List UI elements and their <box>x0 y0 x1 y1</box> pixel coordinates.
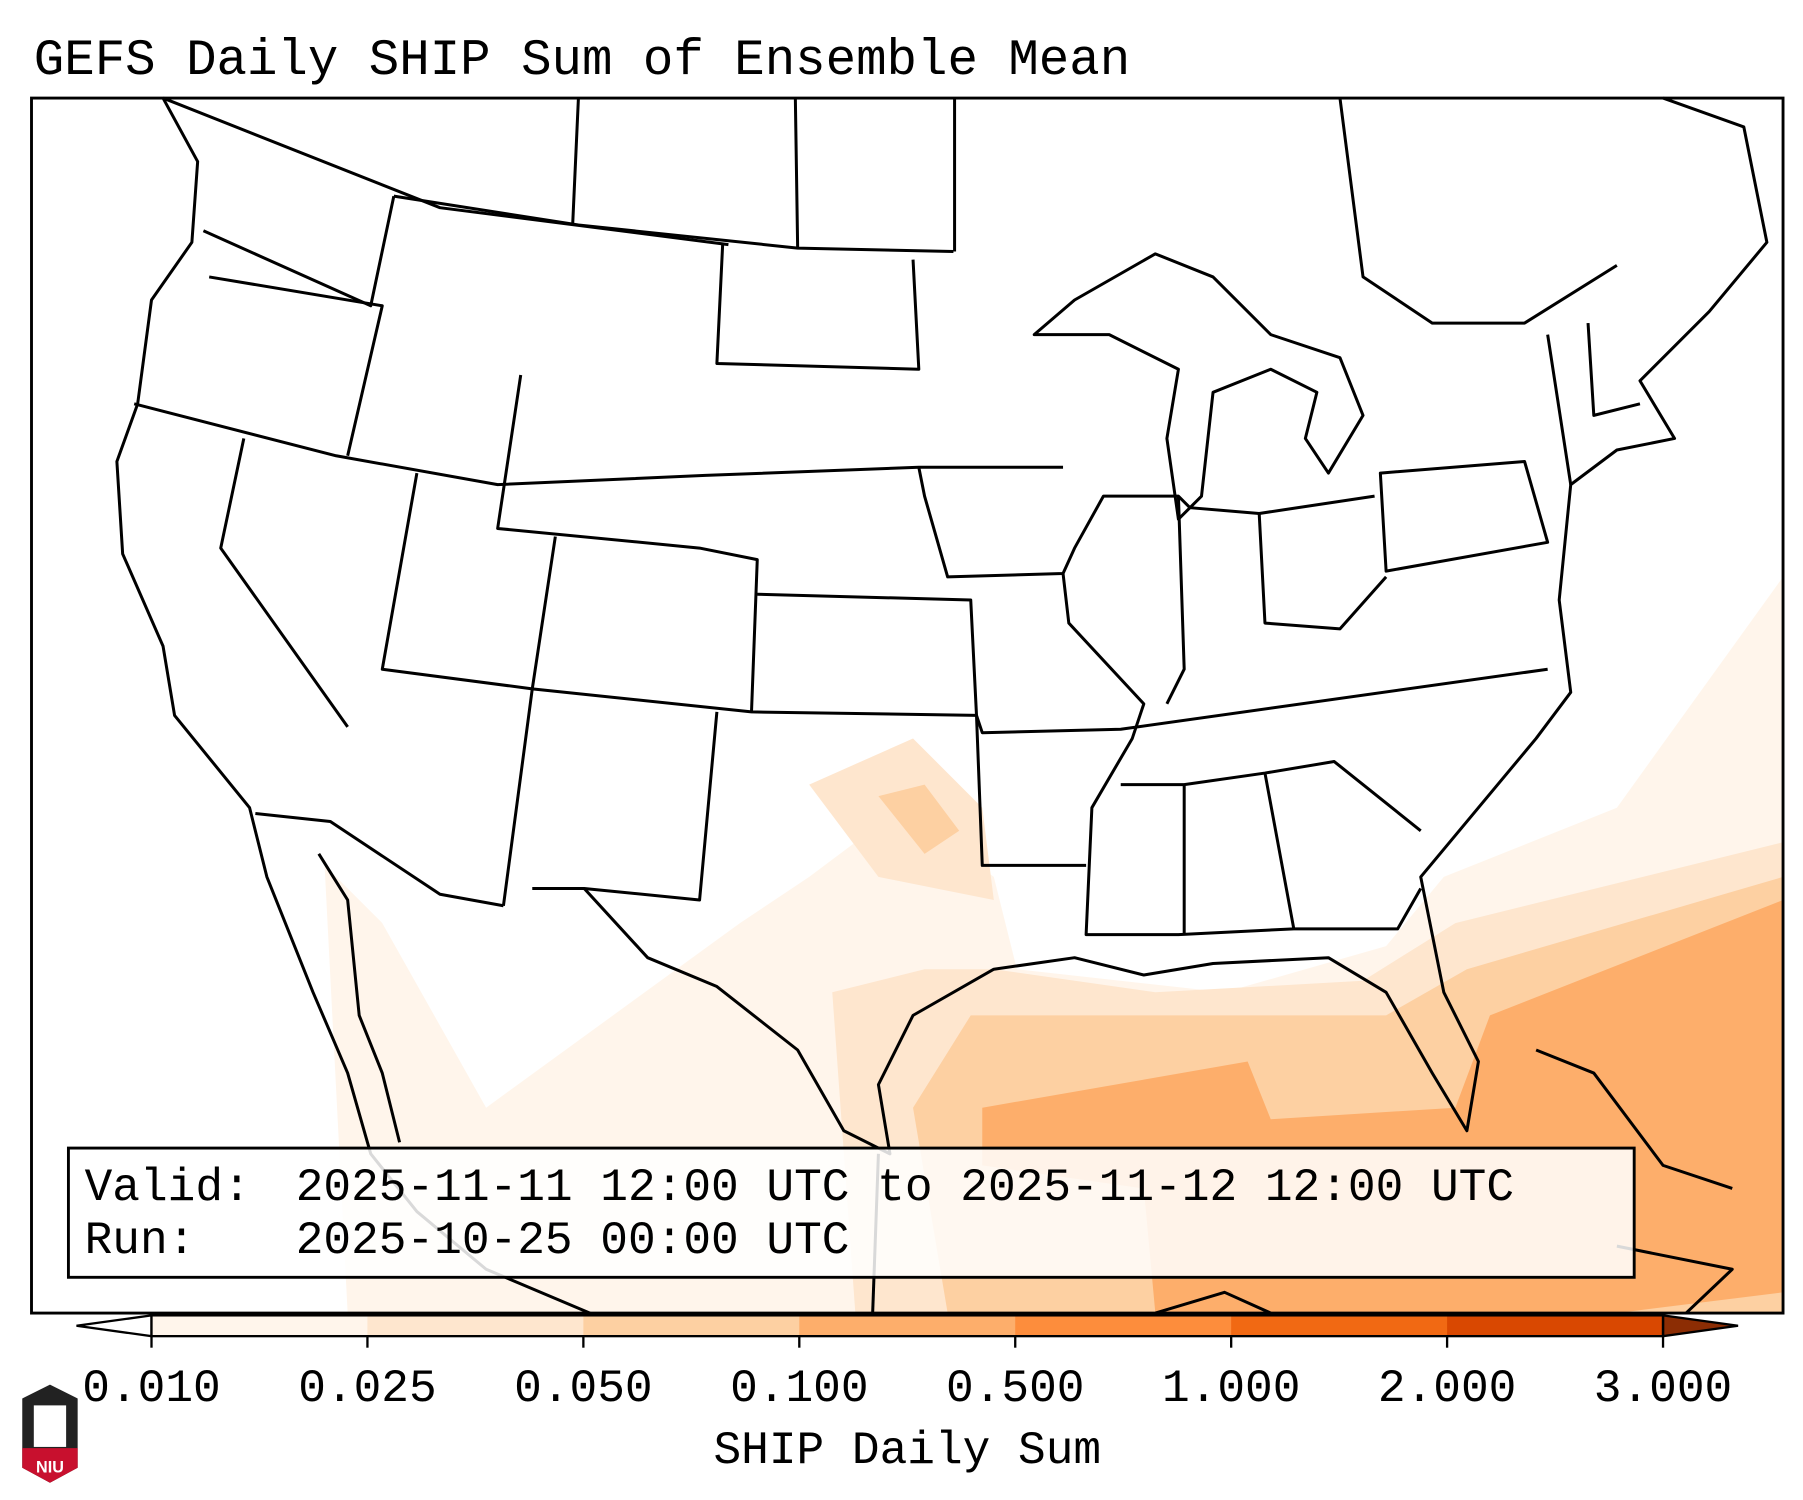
colorbar-over-arrow <box>1661 1314 1739 1338</box>
run-label: Run: <box>85 1215 196 1267</box>
map-panel[interactable] <box>31 96 1784 1315</box>
colorbar-segment <box>1447 1315 1664 1337</box>
colorbar-tick-label: 0.010 <box>82 1363 220 1415</box>
colorbar-tick-label: 3.000 <box>1594 1363 1732 1415</box>
colorbar-frame <box>150 1314 1665 1338</box>
colorbar-tick-label: 0.100 <box>730 1363 868 1415</box>
info-box: Valid: 2025-11-11 12:00 UTC to 2025-11-1… <box>66 1146 1636 1279</box>
colorbar-tick-label: 1.000 <box>1162 1363 1300 1415</box>
niu-logo: NIU <box>22 1384 78 1483</box>
colorbar-segment <box>799 1315 1016 1337</box>
colorbar-tick-label: 0.025 <box>298 1363 436 1415</box>
colorbar-under-arrow <box>76 1314 153 1338</box>
logo-text: NIU <box>36 1458 64 1476</box>
colorbar-label: SHIP Daily Sum <box>713 1425 1101 1477</box>
valid-value: 2025-11-11 12:00 UTC to 2025-11-12 12:00… <box>296 1162 1514 1214</box>
colorbar: 0.010 0.025 0.050 0.100 0.500 1.000 2.000 3.000 <box>76 1314 1739 1415</box>
colorbar-segment <box>1231 1315 1448 1337</box>
colorbar-tick-label: 2.000 <box>1378 1363 1516 1415</box>
coastlines-and-borders <box>115 96 1769 1315</box>
colorbar-tick-label: 0.500 <box>946 1363 1084 1415</box>
colorbar-segment <box>151 1315 369 1337</box>
colorbar-segment <box>583 1315 800 1337</box>
run-value: 2025-10-25 00:00 UTC <box>296 1215 850 1267</box>
valid-label: Valid: <box>85 1162 251 1214</box>
page-title: GEFS Daily SHIP Sum of Ensemble Mean <box>34 33 1130 90</box>
colorbar-segment <box>367 1315 584 1337</box>
map-frame <box>30 96 1785 1315</box>
colorbar-tick-label: 0.050 <box>514 1363 652 1415</box>
colorbar-segment <box>1015 1315 1232 1337</box>
